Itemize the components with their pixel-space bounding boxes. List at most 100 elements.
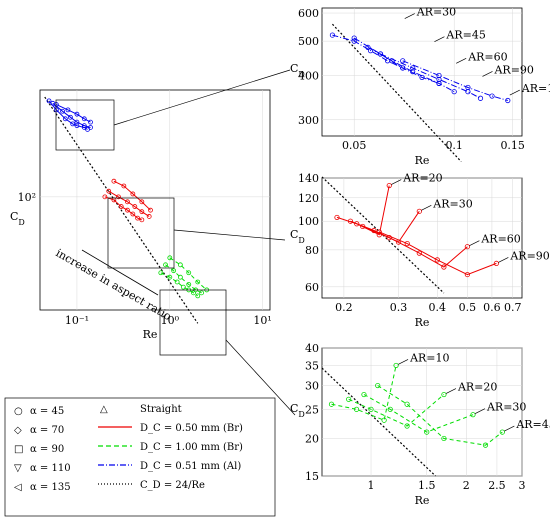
inset-data-point [354, 221, 360, 227]
main-data-point [125, 199, 130, 205]
inset-y-tick-label: 40 [305, 342, 319, 355]
legend-marker-symbol: ▽ [14, 463, 22, 474]
inset-data-point [361, 391, 367, 398]
legend-marker-symbol: □ [14, 444, 23, 455]
inset-x-tick-label: 1 [368, 479, 375, 492]
main-data-point [53, 107, 59, 113]
inset-label-arrow [474, 408, 486, 414]
legend-line-label: D_C = 0.51 mm (Al) [140, 461, 241, 472]
inset-series-line [363, 394, 474, 433]
inset-x-tick-label: 0.1 [445, 139, 463, 152]
inset-data-point [404, 423, 410, 429]
inset-red: 0.2 0.3 0.4 0.5 0.6 0.7 60 80 100 120 140 Re CD AR=20… [290, 172, 550, 329]
inset-series-line [380, 53, 481, 99]
inset-plot-area [321, 7, 523, 137]
main-data-point [158, 270, 164, 276]
main-x-tick-label: 10⁰ [161, 314, 180, 327]
inset-data-point [351, 35, 357, 41]
zoom-box-blue [55, 99, 115, 151]
inset-y-tick-label: 25 [305, 403, 319, 416]
annotation-arrow [81, 249, 159, 296]
main-data-point [139, 217, 145, 223]
inset-data-point [465, 84, 471, 91]
legend-line-label: D_C = 1.00 mm (Br) [140, 442, 243, 453]
inset-data-point [470, 412, 476, 418]
inset-series-label: AR=60 [467, 50, 507, 63]
main-data-point [171, 268, 177, 274]
main-xlabel: Re [143, 328, 158, 341]
inset-ylabel: CD [290, 228, 305, 245]
main-data-point [74, 119, 80, 125]
inset-reference-line [321, 367, 437, 477]
main-data-point [74, 123, 80, 129]
inset-data-point [451, 89, 457, 95]
inset-reference-line [331, 23, 462, 163]
inset-x-tick-label: 0.4 [429, 301, 447, 314]
inset-y-tick-label: 35 [305, 359, 319, 372]
inset-data-point [441, 435, 447, 442]
inset-data-point [505, 97, 511, 104]
inset-label-arrow [498, 257, 509, 263]
main-data-point [167, 274, 173, 280]
main-data-point [167, 255, 173, 261]
main-data-point [135, 215, 140, 221]
inset-series-label: AR=60 [480, 233, 520, 246]
main-chart: Re CD 10⁻¹ 10⁰ 10¹ 10² increase in aspect r… [10, 69, 296, 416]
inset-xlabel: Re [415, 316, 430, 329]
main-series-line [160, 272, 198, 297]
inset-data-point [347, 218, 354, 224]
main-data-point [81, 116, 87, 122]
main-data-point [130, 191, 136, 197]
connector-green [225, 339, 296, 416]
inset-label-arrow [456, 58, 467, 64]
inset-series-label: AR=120 [521, 82, 550, 95]
inset-series-line [379, 231, 497, 276]
legend-marker-symbol: ◁ [14, 482, 22, 493]
inset-y-tick-label: 400 [298, 69, 319, 82]
inset-y-tick-label: 120 [298, 192, 319, 205]
main-data-point [62, 116, 68, 122]
main-series-line [104, 196, 142, 221]
inset-series-line [367, 46, 455, 93]
main-plot-area [39, 89, 271, 311]
inset-data-point [376, 229, 382, 235]
inset-data-point [499, 429, 505, 435]
main-data-point [67, 114, 73, 120]
connector-red [173, 229, 286, 241]
inset-data-point [353, 406, 360, 412]
inset-series-line [336, 185, 390, 236]
main-ylabel: CD [10, 210, 25, 227]
legend-line-label: C_D = 24/Re [140, 480, 205, 491]
inset-x-tick-label: 0.3 [390, 301, 408, 314]
main-data-point [118, 204, 124, 209]
legend: ○ α = 45 ◇ α = 70 □ α = 90 ▽ α = 110 ◁ α = 135 △ St… [4, 397, 276, 517]
inset-x-tick-label: 0.5 [459, 301, 477, 314]
inset-green: 1 1.5 2 2.5 3 15 20 25 30 35 40 Re CD AR=10 AR=20 AR=30… [290, 342, 550, 507]
main-data-point [106, 188, 112, 194]
main-x-tick-label: 10¹ [253, 314, 271, 327]
main-data-point [125, 207, 130, 213]
inset-series-line [362, 226, 468, 268]
inset-series-line [348, 394, 445, 427]
inset-data-point [493, 260, 499, 267]
main-data-point [174, 279, 180, 285]
inset-data-point [441, 264, 447, 270]
inset-data-point [464, 271, 470, 278]
legend-line-label: Straight [140, 404, 182, 415]
inset-y-tick-label: 600 [298, 7, 319, 20]
inset-data-point [400, 58, 406, 64]
inset-data-point [436, 80, 442, 86]
legend-line-label: D_C = 0.50 mm (Br) [140, 423, 243, 434]
inset-x-tick-label: 0.2 [335, 301, 353, 314]
inset-label-arrow [445, 388, 457, 394]
inset-data-point [334, 214, 340, 221]
inset-label-arrow [404, 13, 415, 19]
inset-y-tick-label: 300 [298, 114, 319, 127]
inset-series-label: AR=30 [432, 197, 472, 210]
main-data-point [60, 108, 65, 114]
main-data-point [199, 290, 204, 296]
legend-marker-label: α = 90 [30, 444, 64, 455]
inset-label-arrow [469, 240, 480, 247]
inset-data-point [387, 406, 393, 412]
inset-x-tick-label: 0.6 [483, 301, 501, 314]
